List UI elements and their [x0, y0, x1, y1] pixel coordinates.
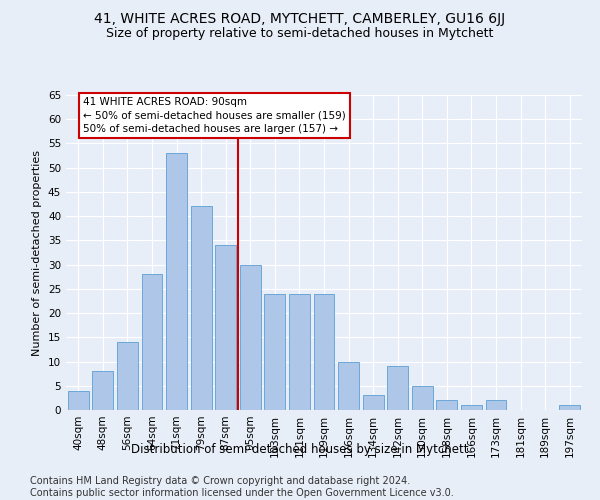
Bar: [362, 396, 383, 410]
Bar: [485, 400, 506, 410]
Bar: [265, 294, 286, 410]
Bar: [166, 153, 187, 410]
Bar: [387, 366, 408, 410]
Text: Size of property relative to semi-detached houses in Mytchett: Size of property relative to semi-detach…: [106, 28, 494, 40]
Text: Contains HM Land Registry data © Crown copyright and database right 2024.
Contai: Contains HM Land Registry data © Crown c…: [30, 476, 454, 498]
Y-axis label: Number of semi-detached properties: Number of semi-detached properties: [32, 150, 43, 356]
Bar: [412, 386, 433, 410]
Bar: [191, 206, 212, 410]
Bar: [68, 390, 89, 410]
Bar: [461, 405, 482, 410]
Bar: [289, 294, 310, 410]
Bar: [436, 400, 457, 410]
Text: Distribution of semi-detached houses by size in Mytchett: Distribution of semi-detached houses by …: [131, 442, 469, 456]
Bar: [314, 294, 334, 410]
Text: 41 WHITE ACRES ROAD: 90sqm
← 50% of semi-detached houses are smaller (159)
50% o: 41 WHITE ACRES ROAD: 90sqm ← 50% of semi…: [83, 98, 346, 134]
Bar: [92, 371, 113, 410]
Bar: [338, 362, 359, 410]
Text: 41, WHITE ACRES ROAD, MYTCHETT, CAMBERLEY, GU16 6JJ: 41, WHITE ACRES ROAD, MYTCHETT, CAMBERLE…: [94, 12, 506, 26]
Bar: [142, 274, 163, 410]
Bar: [240, 264, 261, 410]
Bar: [559, 405, 580, 410]
Bar: [117, 342, 138, 410]
Bar: [215, 245, 236, 410]
